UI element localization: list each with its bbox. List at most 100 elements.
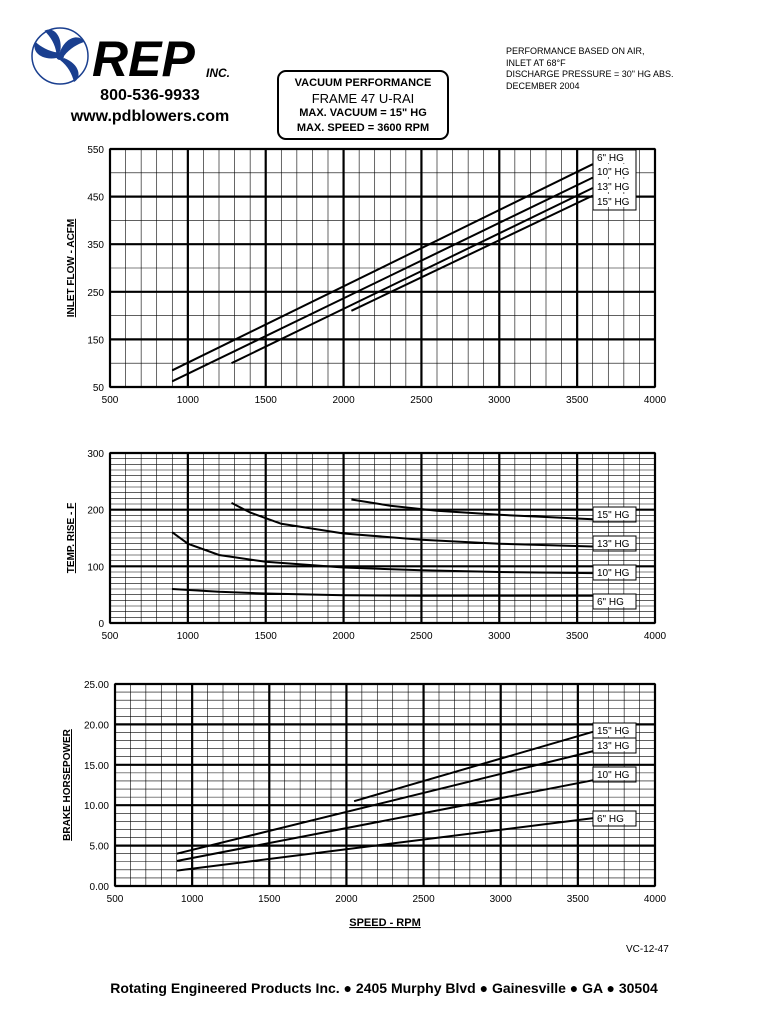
chart-2: 500 1000 1500 2000 2500 3000 3500 4000 0 100 200 30…	[66, 449, 667, 642]
x-tick-label: 1000	[177, 395, 200, 406]
y-tick-label: 20.00	[84, 720, 109, 731]
legend-label: 15" HG	[597, 510, 630, 521]
legend-box	[592, 593, 637, 610]
x-tick-label: 1000	[177, 631, 200, 642]
footer-address: Rotating Engineered Products Inc. ● 2405…	[110, 980, 658, 996]
x-tick-label: 1500	[258, 894, 281, 905]
brand-text: REP	[92, 31, 195, 87]
x-tick-label: 500	[102, 631, 119, 642]
x-tick-label: 2500	[410, 631, 433, 642]
y-tick-label: 0.00	[90, 882, 110, 893]
legend-label: 10" HG	[597, 770, 630, 781]
legend-label: 6" HG	[597, 597, 624, 608]
x-tick-label: 500	[102, 395, 119, 406]
legend-label: 15" HG	[597, 726, 630, 737]
y-tick-label: 15.00	[84, 761, 109, 772]
legend-box	[592, 564, 637, 581]
title-line-3: MAX. VACUUM = 15" HG	[299, 107, 427, 119]
plot-frame	[114, 683, 656, 887]
series-line	[176, 779, 594, 862]
legend-box	[592, 149, 637, 211]
y-axis-label: INLET FLOW - ACFM	[66, 219, 77, 318]
legend-bg	[593, 150, 636, 163]
series-line	[176, 750, 594, 855]
legend-bg	[593, 811, 636, 824]
y-tick-label: 10.00	[84, 801, 109, 812]
note-line-4: DECEMBER 2004	[506, 80, 580, 91]
note-line-1: PERFORMANCE BASED ON AIR,	[506, 46, 645, 56]
legend-box	[592, 535, 637, 552]
legend-box	[592, 737, 637, 754]
x-tick-label: 1000	[181, 894, 204, 905]
x-tick-label: 1500	[255, 631, 278, 642]
y-tick-label: 5.00	[90, 842, 110, 853]
chart-3: 500 1000 1500 2000 2500 3000 3500 4000 0.00 5.00 1…	[62, 680, 667, 929]
y-tick-label: 150	[87, 335, 104, 346]
legend-bg	[593, 723, 636, 736]
legend-bg	[593, 507, 636, 520]
legend-label: 13" HG	[597, 182, 630, 193]
y-tick-label: 250	[87, 288, 104, 299]
x-tick-label: 4000	[644, 631, 667, 642]
y-tick-label: 0	[98, 619, 104, 630]
y-tick-label: 550	[87, 145, 104, 156]
legend-label: 10" HG	[597, 568, 630, 579]
series-line	[171, 531, 593, 575]
legend-bg	[593, 767, 636, 780]
y-tick-label: 25.00	[84, 680, 109, 691]
legend-box	[592, 810, 637, 827]
y-tick-label: 200	[87, 506, 104, 517]
series-line	[176, 817, 594, 872]
legend-label: 13" HG	[597, 741, 630, 752]
x-tick-label: 3500	[566, 395, 589, 406]
series-line	[231, 187, 594, 365]
y-tick-label: 100	[87, 562, 104, 573]
x-tick-label: 2000	[332, 631, 355, 642]
rep-logo: REP INC.	[31, 27, 230, 87]
brand-suffix: INC.	[206, 66, 230, 80]
y-axis-label: TEMP. RISE - F	[66, 503, 77, 573]
x-tick-label: 3500	[567, 894, 590, 905]
series-line	[172, 588, 593, 597]
series-line	[171, 163, 594, 372]
legend-label: 15" HG	[597, 197, 630, 208]
legend-bg	[593, 179, 636, 192]
legend-label: 10" HG	[597, 167, 630, 178]
x-tick-label: 2500	[412, 894, 435, 905]
y-tick-label: 50	[93, 383, 105, 394]
website-link[interactable]: www.pdblowers.com	[70, 108, 230, 125]
plot-frame	[109, 148, 656, 388]
chart-1: 500 1000 1500 2000 2500 3000 3500 4000 50 150 250 3…	[66, 145, 667, 406]
title-line-2: FRAME 47 U-RAI	[311, 91, 415, 106]
legend-bg	[593, 565, 636, 578]
series-line	[350, 194, 594, 312]
note-line-2: INLET AT 68°F	[506, 57, 566, 68]
legend-box	[592, 766, 637, 783]
series-line	[171, 176, 594, 383]
series-line	[351, 498, 593, 521]
y-tick-label: 350	[87, 240, 104, 251]
legend-bg	[593, 164, 636, 177]
x-tick-label: 4000	[644, 395, 667, 406]
fan-icon	[31, 27, 89, 85]
legend-box	[592, 506, 637, 523]
legend-bg	[593, 594, 636, 607]
x-tick-label: 3500	[566, 631, 589, 642]
x-tick-label: 2500	[410, 395, 433, 406]
title-line-4: MAX. SPEED = 3600 RPM	[296, 122, 430, 134]
y-tick-label: 450	[87, 193, 104, 204]
title-line-1: VACUUM PERFORMANCE	[294, 77, 432, 89]
x-axis-label: SPEED - RPM	[349, 917, 421, 929]
title-box: VACUUM PERFORMANCE FRAME 47 U-RAI MAX. V…	[277, 70, 449, 140]
legend-label: 13" HG	[597, 539, 630, 550]
plot-frame	[109, 452, 656, 624]
x-tick-label: 3000	[488, 631, 511, 642]
x-tick-label: 2000	[335, 894, 358, 905]
legend-bg	[593, 738, 636, 751]
x-tick-label: 3000	[490, 894, 513, 905]
y-tick-label: 300	[87, 449, 104, 460]
y-axis-label: BRAKE HORSEPOWER	[62, 728, 73, 840]
note-line-3: DISCHARGE PRESSURE = 30" HG ABS.	[506, 69, 674, 79]
x-tick-label: 1500	[255, 395, 278, 406]
